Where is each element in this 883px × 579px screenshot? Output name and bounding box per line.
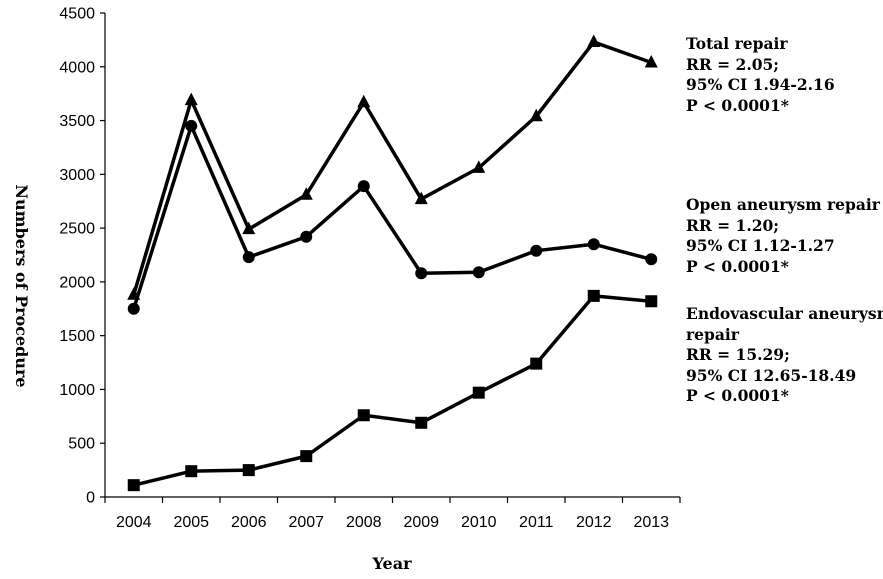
data-point [472,386,485,399]
x-tick-label: 2006 [231,514,267,531]
annotation-line: 95% CI 1.12-1.27 [686,236,835,255]
data-point [357,409,370,422]
data-point [587,238,600,251]
x-tick-label: 2008 [346,514,382,531]
x-tick-label: 2007 [288,514,324,531]
data-point [185,119,198,132]
x-tick-label: 2012 [576,514,612,531]
y-tick-label: 4000 [59,59,95,76]
data-point [357,180,370,193]
data-point [414,191,428,205]
series-layer [127,34,658,492]
annotation-line: P < 0.0001* [686,386,789,405]
x-tick-label: 2010 [461,514,497,531]
annotation-line: Endovascular aneurysm [686,304,883,323]
series-line [132,124,652,310]
data-point [242,464,255,477]
series-triangle [127,34,658,300]
data-point [587,34,601,48]
y-axis-ticks: 0 500 1000 1500 2000 2500 3000 3500 4000 4500 [59,6,105,507]
x-tick-label: 2004 [116,514,152,531]
y-tick-label: 500 [68,436,95,453]
annotation-line: RR = 1.20; [686,215,780,235]
data-point [299,187,313,200]
data-point [415,267,428,280]
y-tick-label: 4500 [59,6,95,23]
data-point [530,357,543,370]
y-tick-label: 0 [86,490,95,507]
data-point [127,479,140,492]
y-tick-label: 3000 [59,167,95,184]
data-point [300,230,313,243]
data-point [357,94,371,108]
data-point [184,92,198,106]
data-point [472,266,485,279]
annotation-line: P < 0.0001* [686,95,789,115]
x-tick-label: 2009 [403,514,439,531]
annotation-endovascular-repair: Endovascular aneurysm repair RR = 15.29;… [686,304,883,407]
y-tick-label: 3500 [59,113,95,130]
annotation-line: 95% CI 12.65-18.49 [686,365,857,385]
annotation-line: P < 0.0001* [686,256,789,276]
data-point [242,221,256,235]
data-point [530,244,543,257]
annotation-line: Open aneurysm repair [686,195,880,214]
x-tick-label: 2005 [173,514,209,531]
data-point [472,160,486,173]
series-line [132,40,652,296]
y-tick-label: 2000 [59,274,95,291]
annotation-line: Total repair [686,34,788,53]
y-tick-label: 2500 [59,221,95,238]
series-line [133,294,652,487]
x-axis-title: Year [371,554,412,573]
x-tick-label: 2013 [633,514,669,531]
data-point [644,54,658,68]
series-circle [127,119,658,315]
data-point [242,251,255,264]
annotation-line: 95% CI 1.94-2.16 [686,75,835,94]
series-square [127,289,658,492]
data-point [645,295,658,308]
axes [104,13,680,498]
y-tick-label: 1000 [59,382,95,399]
x-axis-ticks: 2004 2005 2006 2007 2008 2009 2010 2011 2012 2013 [104,497,681,531]
annotation-line: repair [686,324,739,344]
data-point [587,289,600,302]
y-tick-label: 1500 [59,328,95,345]
x-tick-label: 2011 [519,514,554,531]
data-point [185,465,198,478]
annotation-total-repair: Total repair RR = 2.05; 95% CI 1.94-2.16… [686,34,835,116]
annotation-line: RR = 2.05; [686,54,780,74]
data-point [645,253,658,266]
data-point [415,416,428,429]
data-point [300,450,313,463]
data-point [127,302,140,315]
data-point [529,108,543,122]
annotation-open-repair: Open aneurysm repair RR = 1.20; 95% CI 1… [686,195,880,277]
y-axis-title: Numbers of Procedure [12,184,31,387]
annotation-line: RR = 15.29; [686,345,790,364]
